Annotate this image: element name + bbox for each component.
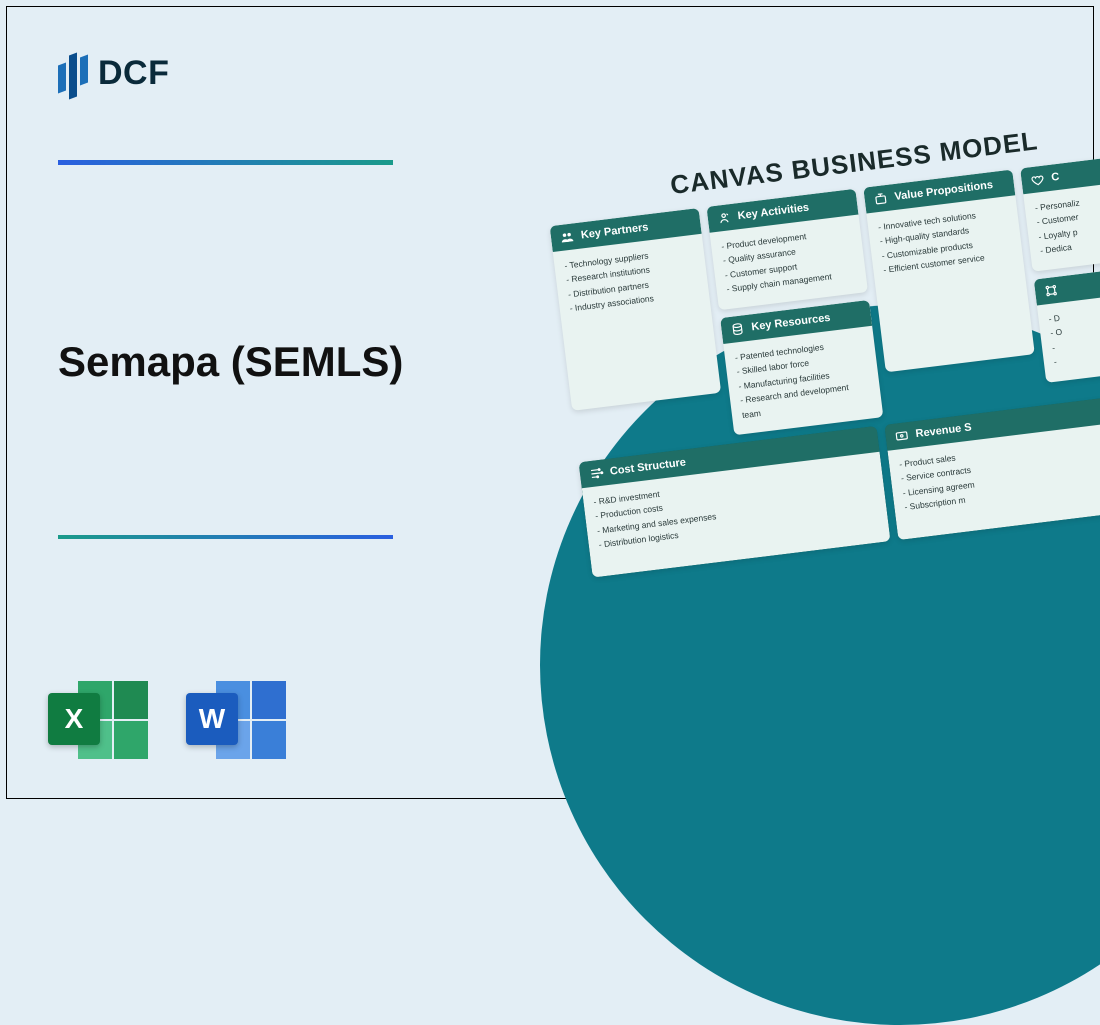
word-badge: W [186,693,238,745]
value-icon [872,191,890,207]
card-label: Key Resources [751,312,831,334]
card-channels: DO [1034,261,1100,382]
brand-logo: DCF [58,48,169,98]
excel-icon: X [48,675,148,765]
resources-icon [729,321,747,337]
channels-icon [1042,282,1060,298]
relationship-icon [1029,172,1047,188]
card-label: C [1051,171,1060,184]
divider-bottom [58,535,393,539]
revenue-icon [893,428,911,444]
card-key-partners: Key Partners Technology suppliersResearc… [550,208,722,411]
card-label: Cost Structure [609,456,686,477]
card-label: Key Partners [580,221,649,241]
card-label: Revenue S [915,421,972,440]
divider-top [58,160,393,165]
card-key-activities: Key Activities Product developmentQualit… [706,189,868,310]
card-label: Key Activities [737,202,810,223]
cost-icon [587,465,605,481]
card-customer-relationships: C PersonalizCustomerLoyalty pDedica [1020,150,1100,271]
activities-icon [715,210,733,226]
brand-name: DCF [98,54,169,93]
partners-icon [558,229,576,245]
excel-badge: X [48,693,100,745]
card-key-resources: Key Resources Patented technologiesSkill… [720,300,883,436]
brand-mark [58,48,88,98]
word-icon: W [186,675,286,765]
canvas-mockup: CANVAS BUSINESS MODEL Key Partners Techn… [545,110,1100,578]
card-value-propositions: Value Propositions Innovative tech solut… [863,169,1035,372]
page-title: Semapa (SEMLS) [58,338,403,386]
file-icons: X W [48,675,286,765]
